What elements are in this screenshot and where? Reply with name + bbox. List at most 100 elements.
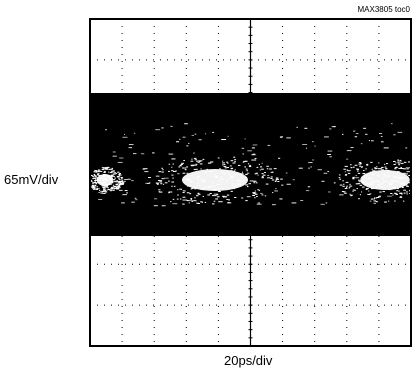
noise-speck [221, 187, 223, 189]
eye-speck [355, 183, 359, 185]
eye-speck [240, 180, 242, 182]
noise-speck [251, 159, 257, 161]
noise-speck [152, 152, 155, 154]
eye-speck [191, 158, 193, 160]
noise-speck [333, 126, 335, 128]
eye-speck [343, 183, 345, 185]
eye-speck [90, 175, 93, 177]
noise-speck [227, 135, 229, 137]
eye-speck [191, 200, 193, 202]
eye-speck [241, 171, 244, 173]
eye-speck [104, 179, 107, 181]
eye-speck [379, 168, 383, 170]
eye-speck [96, 173, 99, 175]
noise-speck [172, 203, 178, 205]
eye-speck [95, 182, 98, 184]
noise-speck [355, 133, 359, 135]
eye-speck [384, 163, 386, 165]
eye-speck [98, 188, 100, 190]
eye-speck [378, 186, 381, 188]
eye-speck [106, 186, 108, 188]
eye-speck [102, 178, 104, 180]
eye-speck [184, 167, 187, 169]
eye-speck [270, 171, 274, 173]
eye-speck [402, 200, 405, 202]
noise-speck [168, 191, 173, 193]
eye-speck [399, 196, 402, 198]
eye-speck [358, 163, 362, 165]
eye-speck [162, 169, 164, 171]
eye-speck [217, 188, 221, 190]
eye-speck [105, 184, 108, 186]
eye-speck [388, 200, 390, 202]
eye-speck [405, 191, 408, 193]
eye-speck [195, 195, 199, 197]
eye-speck [171, 181, 175, 183]
noise-speck [124, 133, 126, 135]
noise-speck [140, 153, 145, 155]
eye-speck [376, 197, 380, 199]
eye-speck [111, 175, 114, 177]
eye-speck [120, 178, 123, 180]
eye-speck [366, 174, 368, 176]
eye-speck [190, 160, 194, 162]
eye-speck [118, 181, 122, 183]
noise-speck [363, 127, 367, 129]
noise-speck [186, 145, 189, 147]
eye-speck [234, 169, 236, 171]
noise-speck [272, 204, 276, 206]
eye-speck [198, 184, 200, 186]
noise-speck [217, 183, 222, 185]
eye-speck [231, 176, 234, 178]
eye-speck [403, 192, 406, 194]
eye-speck [218, 180, 221, 182]
eye-speck [376, 201, 378, 203]
noise-speck [144, 171, 149, 173]
eye-speck [371, 181, 375, 183]
eye-speck [180, 165, 182, 167]
noise-speck [368, 140, 370, 142]
eye-speck [97, 169, 99, 171]
eye-speck [99, 179, 101, 181]
noise-speck [251, 147, 255, 149]
eye-speck [230, 190, 233, 192]
eye-speck [184, 169, 187, 171]
eye-speck [408, 174, 411, 176]
eye-speck [378, 162, 380, 164]
eye-speck [103, 188, 106, 190]
noise-speck [391, 123, 393, 125]
noise-speck [325, 202, 328, 204]
eye-speck [396, 190, 399, 192]
noise-speck [317, 169, 322, 171]
eye-speck [261, 194, 264, 196]
eye-speck [96, 187, 98, 189]
eye-speck [345, 181, 349, 183]
eye-speck [401, 162, 404, 164]
noise-speck [397, 131, 403, 133]
noise-speck [364, 133, 368, 135]
eye-speck [383, 174, 387, 176]
eye-speck [264, 195, 267, 197]
eye-speck [397, 159, 399, 161]
eye-speck [253, 180, 256, 182]
eye-speck [91, 184, 95, 186]
noise-speck [308, 167, 310, 169]
eye-speck [109, 179, 112, 181]
eye-speck [106, 174, 108, 176]
eye-speck [392, 194, 394, 196]
eye-speck [245, 160, 248, 162]
eye-speck [375, 187, 379, 189]
eye-speck [212, 189, 214, 191]
eye-speck [195, 168, 198, 170]
eye-speck [204, 172, 207, 174]
eye-speck [178, 166, 181, 168]
eye-speck [120, 174, 122, 176]
noise-speck [118, 178, 121, 180]
eye-speck [382, 191, 385, 193]
eye-speck [230, 168, 233, 170]
eye-speck [229, 177, 232, 179]
eye-speck [403, 189, 406, 191]
eye-speck [105, 180, 108, 182]
eye-speck [102, 175, 106, 177]
